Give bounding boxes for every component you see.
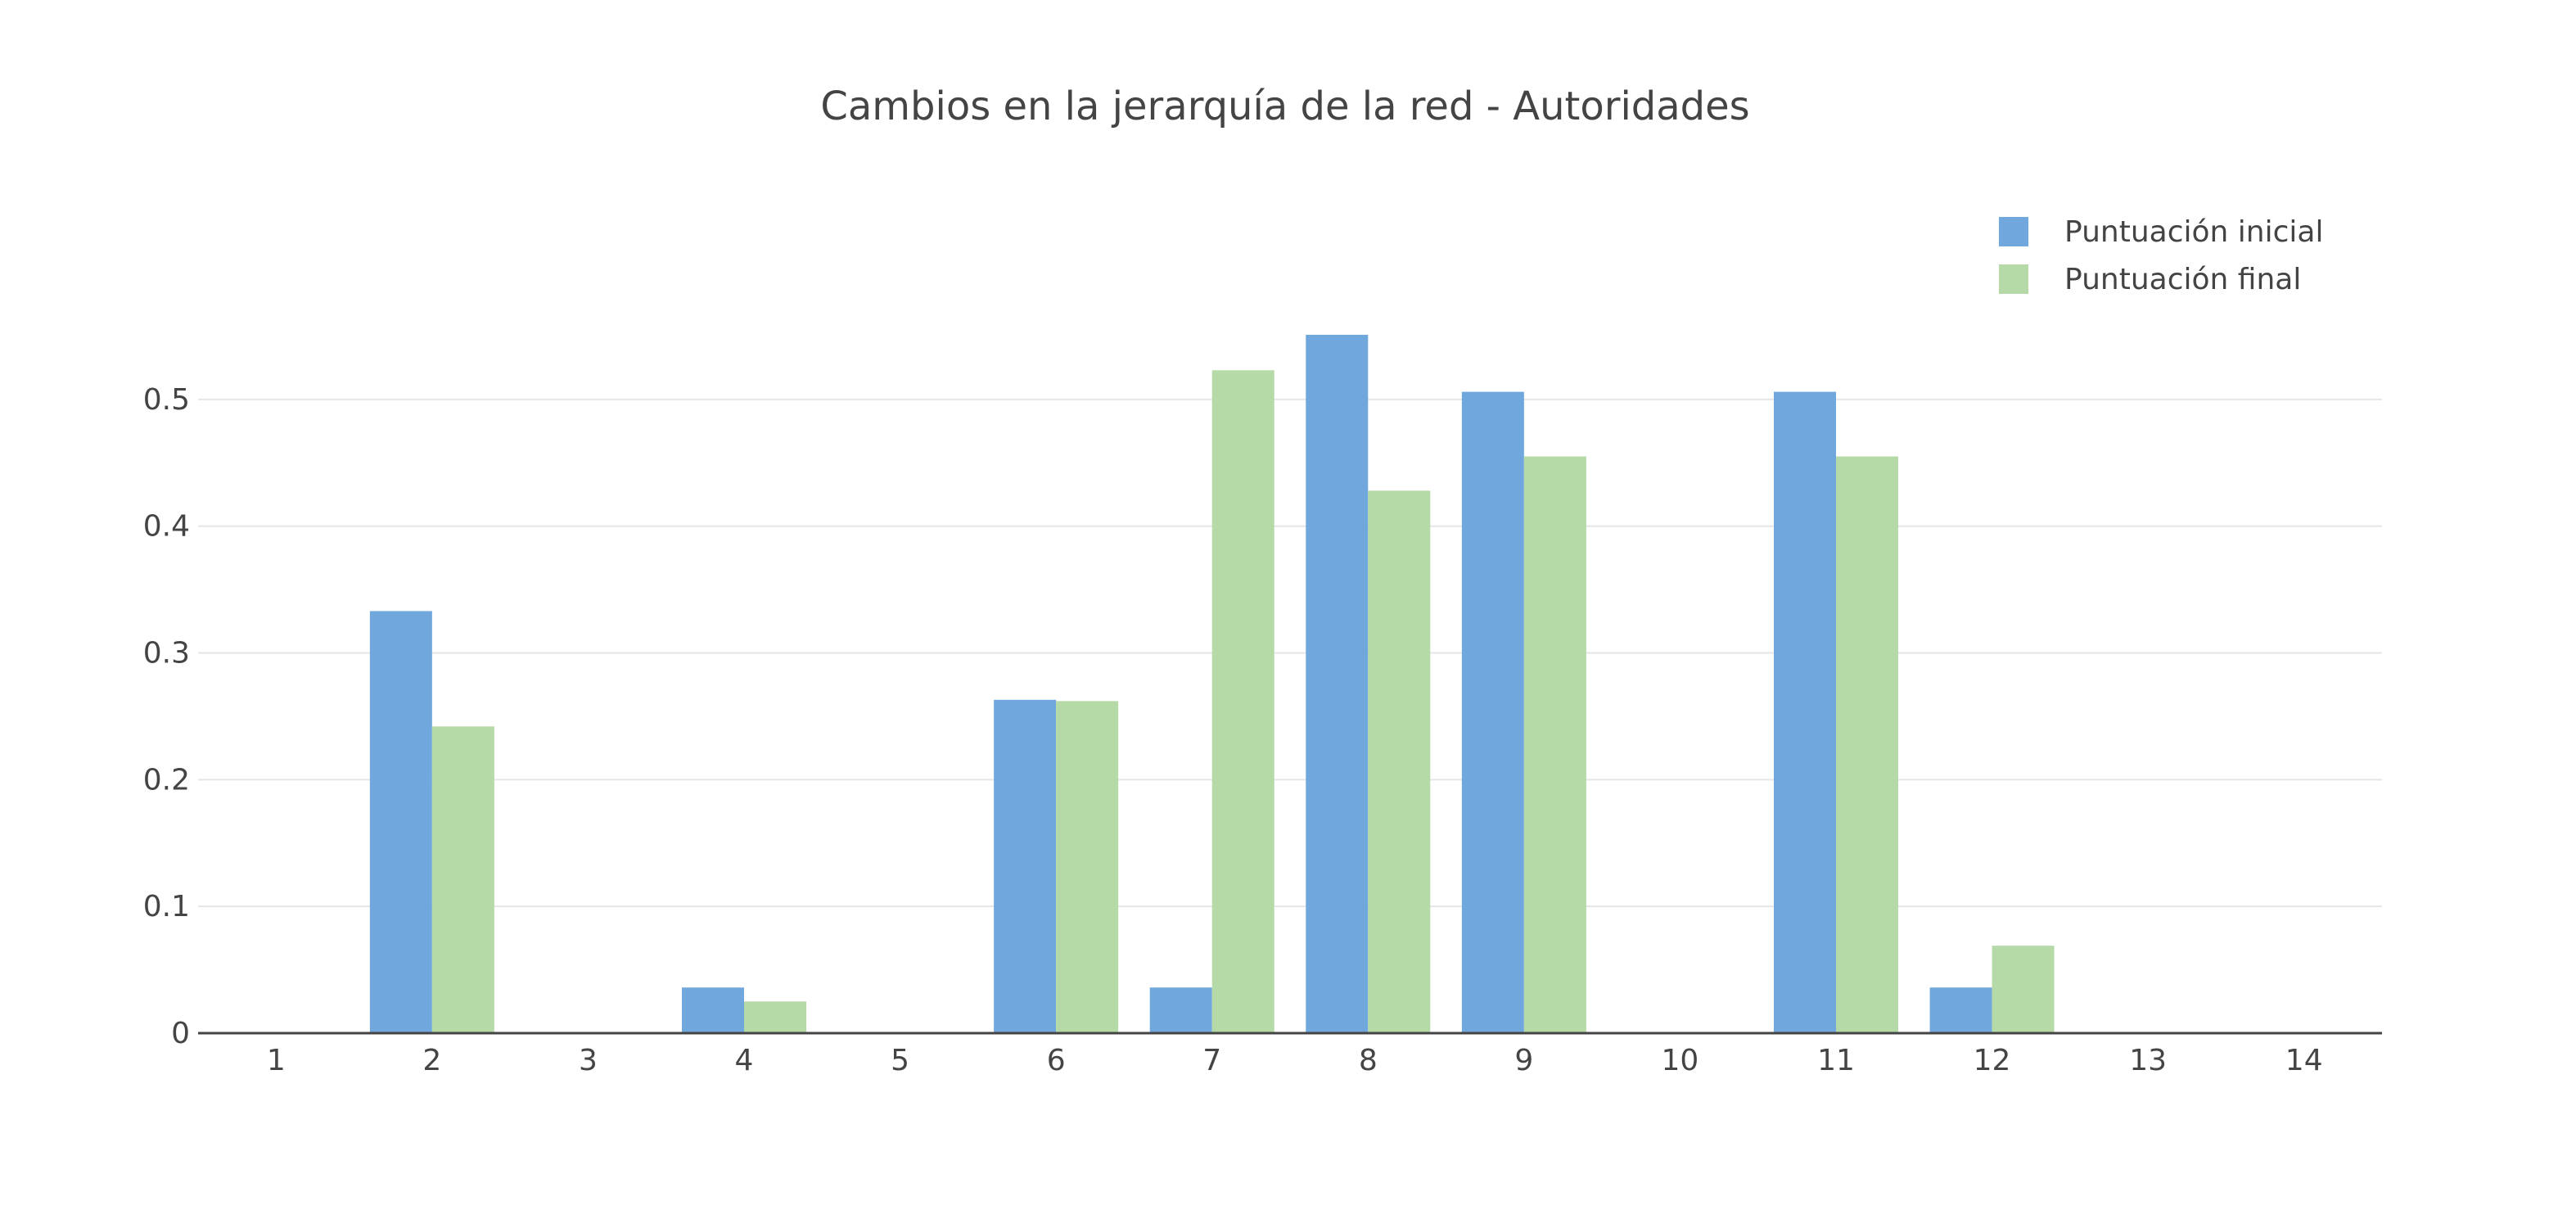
bar[interactable]	[1774, 391, 1836, 1033]
bar[interactable]	[682, 987, 744, 1033]
bar[interactable]	[744, 1001, 806, 1033]
x-tick-label: 3	[579, 1044, 598, 1077]
x-tick-label: 8	[1359, 1044, 1378, 1077]
legend-label[interactable]: Puntuación final	[2064, 263, 2301, 296]
bar[interactable]	[1056, 701, 1119, 1033]
legend-label[interactable]: Puntuación inicial	[2064, 215, 2323, 249]
x-tick-label: 6	[1047, 1044, 1066, 1077]
x-tick-label: 9	[1514, 1044, 1533, 1077]
x-tick-label: 13	[2129, 1044, 2167, 1077]
axes: 00.10.20.30.40.51 2 3 4 5 6 7 8 9 10 11 12 13 14	[143, 383, 2382, 1077]
x-tick-label: 7	[1202, 1044, 1221, 1077]
y-tick-label: 0.4	[143, 510, 190, 544]
bar[interactable]	[1929, 987, 1992, 1033]
bars	[369, 334, 2055, 1033]
x-tick-label: 4	[735, 1044, 754, 1077]
bar[interactable]	[1149, 987, 1212, 1033]
legend-swatch[interactable]	[1999, 264, 2028, 294]
bar[interactable]	[994, 699, 1057, 1033]
legend-swatch[interactable]	[1999, 217, 2028, 246]
y-tick-label: 0.1	[143, 890, 190, 923]
chart-title: Cambios en la jerarquía de la red - Auto…	[820, 84, 1749, 129]
y-tick-label: 0	[171, 1017, 190, 1050]
legend[interactable]: Puntuación inicial Puntuación final	[1999, 215, 2323, 296]
y-tick-label: 0.2	[143, 763, 190, 797]
x-tick-label: 12	[1974, 1044, 2011, 1077]
y-tick-label: 0.5	[143, 383, 190, 417]
bar[interactable]	[431, 726, 494, 1033]
x-tick-label: 14	[2285, 1044, 2323, 1077]
bar[interactable]	[1992, 946, 2055, 1033]
bar[interactable]	[1523, 456, 1586, 1033]
bar[interactable]	[1836, 456, 1898, 1033]
x-tick-label: 1	[267, 1044, 286, 1077]
bar[interactable]	[1211, 370, 1274, 1033]
y-tick-label: 0.3	[143, 637, 190, 670]
x-tick-label: 11	[1817, 1044, 1855, 1077]
bar[interactable]	[1306, 334, 1369, 1033]
bar[interactable]	[369, 611, 432, 1033]
x-tick-label: 10	[1662, 1044, 1699, 1077]
gridlines	[198, 398, 2382, 908]
bar[interactable]	[1368, 490, 1431, 1033]
bar[interactable]	[1461, 391, 1524, 1033]
x-tick-label: 2	[422, 1044, 441, 1077]
x-tick-label: 5	[891, 1044, 909, 1077]
